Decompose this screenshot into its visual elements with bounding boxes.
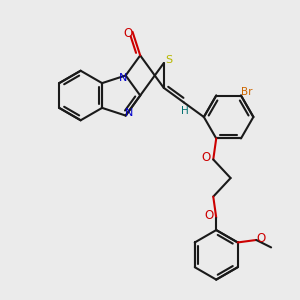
Text: O: O <box>202 151 211 164</box>
Text: N: N <box>124 108 133 118</box>
Text: O: O <box>123 27 132 40</box>
Text: O: O <box>256 232 266 245</box>
Text: O: O <box>205 209 214 222</box>
Text: N: N <box>118 74 127 83</box>
Text: H: H <box>181 106 189 116</box>
Text: Br: Br <box>241 87 253 97</box>
Text: S: S <box>165 55 172 65</box>
